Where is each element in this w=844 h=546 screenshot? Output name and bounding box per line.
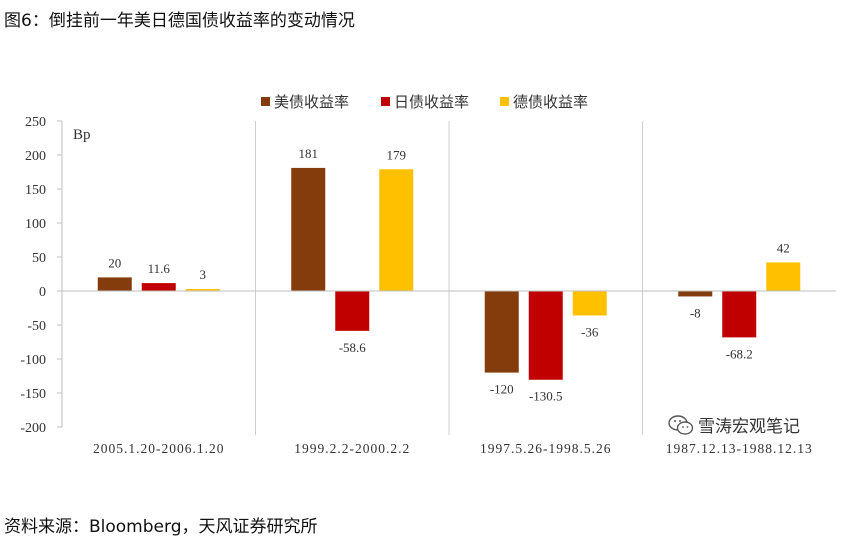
y-tick-label: 200 [25, 149, 46, 164]
bar-1-1 [335, 291, 370, 331]
chart-grid [255, 121, 643, 435]
bar-1-2 [528, 291, 563, 380]
x-tick-label: 2005.1.20-2006.1.20 [93, 441, 225, 456]
data-label: 20 [108, 255, 121, 270]
y-tick-label: -50 [27, 319, 46, 334]
watermark: 雪涛宏观笔记 [668, 412, 800, 437]
y-tick-label: -150 [20, 387, 46, 402]
legend-swatch-2 [500, 97, 509, 106]
x-tick-label: 1987.12.13-1988.12.13 [666, 441, 813, 456]
y-tick-label: 100 [25, 217, 46, 232]
bar-1-0 [141, 283, 176, 291]
y-tick-label: 250 [25, 115, 46, 130]
bar-2-0 [185, 288, 220, 291]
data-label: 181 [299, 146, 319, 161]
x-tick-label: 1997.5.26-1998.5.26 [480, 441, 612, 456]
bar-2-1 [379, 169, 414, 291]
chart-axes: 250 200 150 100 50 0 -50 -100 -150 -200 2005.1.20-… [20, 115, 836, 456]
source-note: 资料来源：Bloomberg，天风证券研究所 [4, 517, 318, 537]
legend-label: 美债收益率 [274, 93, 349, 111]
data-label: -58.6 [339, 340, 367, 355]
legend-swatch-0 [261, 97, 270, 106]
data-label: 3 [200, 267, 207, 282]
y-tick-label: 50 [32, 251, 46, 266]
wechat-icon [668, 414, 694, 435]
chart-legend: 美债收益率 日债收益率 德债收益率 [261, 93, 588, 111]
data-label: -130.5 [529, 389, 563, 404]
bar-0-1 [291, 167, 326, 291]
data-label: -36 [581, 324, 599, 339]
legend-swatch-1 [381, 97, 390, 106]
data-label: 11.6 [148, 261, 171, 276]
bar-0-0 [97, 277, 132, 291]
y-unit-label: Bp [73, 127, 91, 143]
x-tick-label: 1999.2.2-2000.2.2 [294, 441, 410, 456]
chart-data-labels: 20 181 -120 -8 11.6 -58.6 -130.5 -68.2 3 179 -36 42 [108, 146, 790, 404]
data-label: 179 [387, 147, 407, 162]
y-tick-label: -200 [20, 421, 46, 436]
chart-title: 图6：倒挂前一年美日德国债收益率的变动情况 [4, 11, 355, 31]
bar-1-3 [722, 291, 757, 338]
watermark-text: 雪涛宏观笔记 [698, 417, 800, 437]
chart-bars [97, 167, 801, 380]
data-label: -68.2 [726, 346, 753, 361]
y-tick-label: 150 [25, 183, 46, 198]
data-label: -120 [490, 382, 514, 397]
y-tick-label: 0 [39, 285, 46, 300]
bar-0-2 [484, 291, 519, 373]
bar-2-3 [766, 262, 801, 291]
legend-label: 德债收益率 [513, 93, 588, 111]
data-label: -8 [690, 305, 701, 320]
y-tick-label: -100 [20, 353, 46, 368]
bar-0-3 [678, 291, 713, 297]
bar-2-2 [572, 291, 607, 316]
data-label: 42 [777, 240, 790, 255]
legend-label: 日债收益率 [394, 93, 469, 111]
